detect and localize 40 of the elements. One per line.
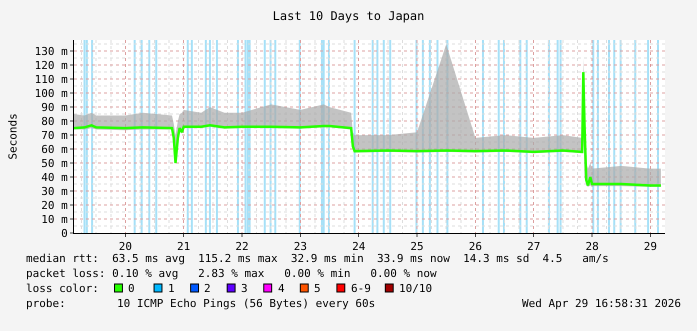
y-tick-label: 60 m: [41, 142, 68, 156]
x-tick-label: 28: [585, 240, 599, 254]
y-tick-label: 90 m: [41, 100, 68, 114]
text: 1: [168, 282, 175, 295]
text: 5: [314, 282, 321, 295]
text: 0: [128, 282, 135, 295]
y-tick-label: 110 m: [34, 73, 68, 86]
y-tick-label: 120 m: [34, 59, 68, 72]
text: 10 ICMP Echo Pings (56 Bytes) every 60s: [117, 297, 376, 310]
y-axis-title: Seconds: [6, 113, 20, 160]
x-tick-label: 22: [235, 240, 249, 254]
x-tick-label: 24: [352, 240, 366, 254]
text: 4: [278, 282, 285, 295]
text: loss color:: [26, 282, 99, 295]
text: 6-9: [351, 282, 371, 295]
text: packet loss: 0.10 % avg 2.83 % max 0.00 % min 0.00 % now: [26, 267, 437, 280]
x-tick-label: 26: [468, 240, 482, 254]
x-tick-label: 21: [177, 240, 190, 254]
text: 2: [204, 282, 211, 295]
y-tick-label: 30 m: [41, 184, 68, 198]
y-tick-label: 40 m: [41, 170, 68, 184]
text: 10/10: [399, 282, 432, 295]
x-tick-label: 29: [644, 240, 658, 254]
y-tick-label: 130 m: [34, 45, 68, 58]
y-tick-label: 10 m: [41, 212, 68, 226]
x-tick-label: 23: [294, 240, 307, 254]
y-tick-label: 0: [61, 226, 68, 240]
x-tick-label: 20: [118, 240, 132, 254]
x-tick-label: 27: [527, 240, 540, 254]
y-tick-label: 70 m: [41, 128, 68, 142]
y-tick-label: 50 m: [41, 156, 68, 170]
text: median rtt: 63.5 ms avg 115.2 ms max 32.9 ms min 33.9 ms now 14.3 ms sd 4.5 am/s: [26, 252, 609, 265]
text: Wed Apr 29 16:58:31 2026: [522, 297, 681, 310]
chart-title: Last 10 Days to Japan: [272, 9, 424, 24]
text: probe:: [26, 297, 66, 310]
text: 3: [241, 282, 248, 295]
y-tick-label: 80 m: [41, 114, 68, 128]
y-tick-label: 20 m: [41, 198, 68, 212]
x-tick-label: 25: [410, 240, 424, 254]
y-tick-label: 100 m: [34, 86, 68, 100]
